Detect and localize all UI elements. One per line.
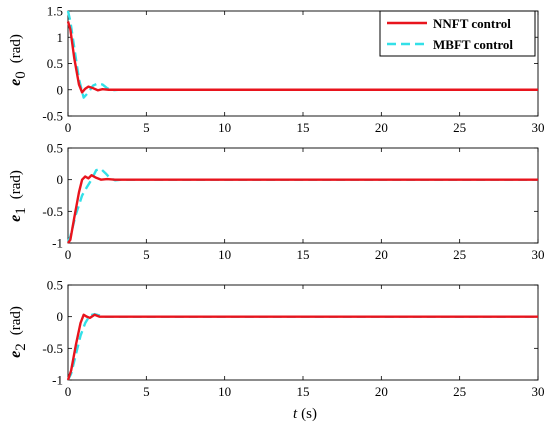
- y-tick-label-2-0: -1: [52, 373, 63, 388]
- ylabel-e0: e0 (rad): [7, 34, 29, 86]
- x-tick-label-0-2: 10: [218, 120, 231, 135]
- ylabel-e2: e2 (rad): [7, 306, 29, 358]
- series-line-mbft-2: [66, 312, 538, 381]
- ylabel-e1: e1 (rad): [7, 170, 29, 222]
- x-tick-label-0-3: 15: [297, 120, 310, 135]
- xlabel-symbol: t: [293, 406, 298, 422]
- plot-area-e0: 0 5 10 15 20 25 30-0.500.511.5: [42, 4, 544, 136]
- x-tick-label-2-0: 0: [65, 384, 72, 399]
- legend-label-mbft: MBFT control: [433, 37, 513, 52]
- legend: NNFT control MBFT control: [379, 10, 536, 57]
- y-tick-label-0-0: -0.5: [42, 109, 63, 124]
- xlabel-unit: (s): [301, 406, 317, 422]
- ylabel-e2-unit: (rad): [8, 306, 24, 335]
- y-tick-label-2-3: 0.5: [47, 278, 63, 293]
- y-tick-label-0-3: 1: [57, 30, 64, 45]
- ylabel-e1-unit: (rad): [8, 170, 24, 199]
- x-tick-label-0-0: 0: [65, 120, 72, 135]
- x-tick-label-0-1: 5: [143, 120, 150, 135]
- y-tick-label-2-1: -0.5: [42, 341, 63, 356]
- x-tick-label-0-6: 30: [532, 120, 545, 135]
- series-line-mbft-0: [66, 10, 538, 99]
- panel-e1: e1 (rad) 0 5 10 15 20 25 30 -1 -0.5 0 0.5: [7, 141, 545, 263]
- y-tick-label-1-1: -0.5: [42, 204, 63, 219]
- x-tick-label-0-5: 25: [453, 120, 466, 135]
- ylabel-e0-subscript: 0: [13, 71, 29, 79]
- ylabel-e0-unit: (rad): [8, 34, 24, 63]
- series-line-nnft-0: [66, 21, 538, 94]
- legend-label-nnft: NNFT control: [433, 16, 511, 31]
- ylabel-e0-symbol: e: [7, 79, 24, 86]
- ylabel-e1-symbol: e: [7, 215, 24, 222]
- y-tick-label-0-1: 0: [57, 82, 64, 97]
- panel-e2: e2 (rad) 0 5 10 15 20 25 30 -1 -0.5 0 0.5 t (s): [7, 278, 545, 423]
- x-tick-label-2-4: 20: [375, 384, 388, 399]
- x-tick-label-2-2: 10: [218, 384, 231, 399]
- x-tick-label-1-2: 10: [218, 247, 231, 262]
- y-tick-label-0-2: 0.5: [47, 56, 63, 71]
- plot-area-e2: 0 5 10 15 20 25 30 -1 -0.5 0 0.5: [42, 278, 544, 400]
- y-tick-label-1-0: -1: [52, 236, 63, 251]
- x-tick-label-2-1: 5: [143, 384, 150, 399]
- xlabel: t (s): [293, 406, 317, 422]
- plot-area-e1: 0 5 10 15 20 25 30 -1 -0.5 0 0.5: [42, 141, 544, 263]
- legend-box: [379, 10, 536, 57]
- ylabel-e2-subscript: 2: [13, 343, 29, 351]
- ylabel-e1-subscript: 1: [13, 207, 29, 215]
- panel-e0: e0(rad) 0 5 10 15 20 25 30-0.500.511.5 NNFT co…: [7, 4, 545, 136]
- x-tick-label-2-3: 15: [297, 384, 310, 399]
- y-tick-label-1-2: 0: [57, 172, 64, 187]
- series-line-nnft-2: [66, 313, 538, 381]
- x-tick-label-1-5: 25: [453, 247, 466, 262]
- x-tick-label-1-1: 5: [143, 247, 150, 262]
- plot-frame-1: [67, 147, 539, 244]
- x-tick-label-1-0: 0: [65, 247, 72, 262]
- x-tick-label-2-5: 25: [453, 384, 466, 399]
- y-tick-label-2-2: 0: [57, 309, 64, 324]
- x-tick-label-1-3: 15: [297, 247, 310, 262]
- y-tick-label-1-3: 0.5: [47, 141, 63, 156]
- y-tick-label-0-4: 1.5: [47, 4, 63, 19]
- plot-frame-2: [67, 284, 539, 381]
- ylabel-e2-symbol: e: [7, 351, 24, 358]
- x-tick-label-2-6: 30: [532, 384, 545, 399]
- x-tick-label-0-4: 20: [375, 120, 388, 135]
- x-tick-label-1-4: 20: [375, 247, 388, 262]
- series-line-nnft-1: [67, 174, 538, 244]
- x-tick-label-1-6: 30: [532, 247, 545, 262]
